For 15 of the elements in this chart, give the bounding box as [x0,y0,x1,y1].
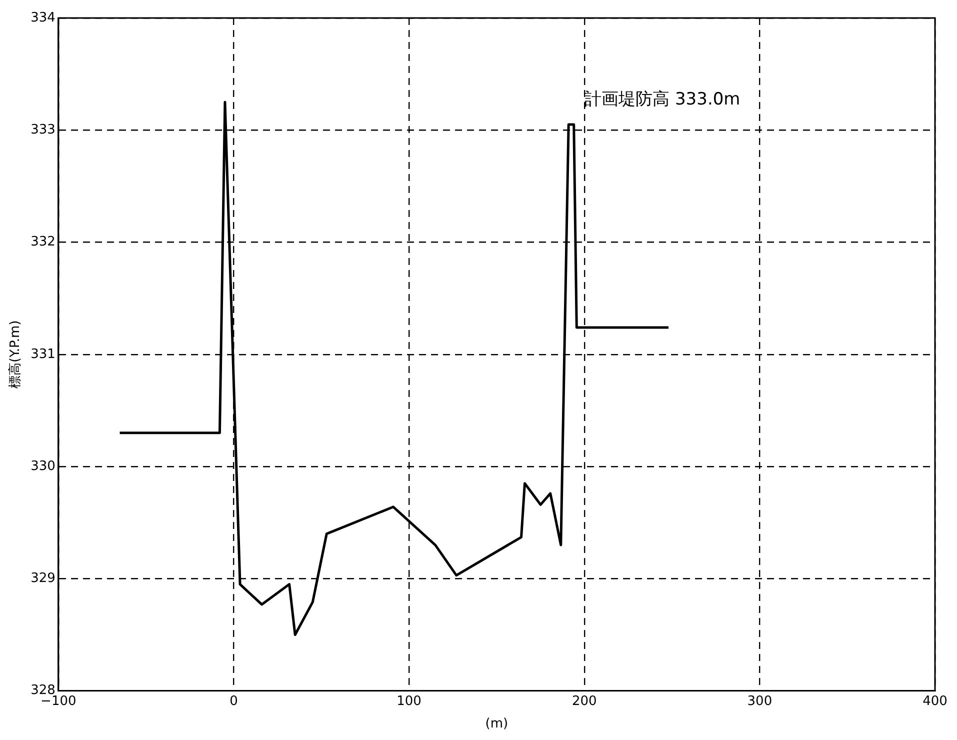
y-tick-label: 330 [30,458,56,474]
y-axis-title: 標高(Y.P.m) [7,320,24,388]
y-tick-label: 329 [30,571,56,586]
y-tick-label: 333 [30,122,56,138]
x-tick-label: 200 [572,694,597,709]
y-tick-label: 331 [30,346,56,362]
x-tick-label: 100 [396,694,422,709]
x-tick-label: 0 [230,694,238,709]
y-tick-label: 332 [30,234,56,250]
x-tick-label: −100 [40,694,76,709]
annotation: 計画堤防高 333.0m [584,89,740,110]
x-axis-title: (m) [485,716,508,732]
x-tick-label: 300 [747,694,772,709]
x-tick-label: 400 [922,694,948,709]
y-tick-label: 334 [30,10,56,26]
